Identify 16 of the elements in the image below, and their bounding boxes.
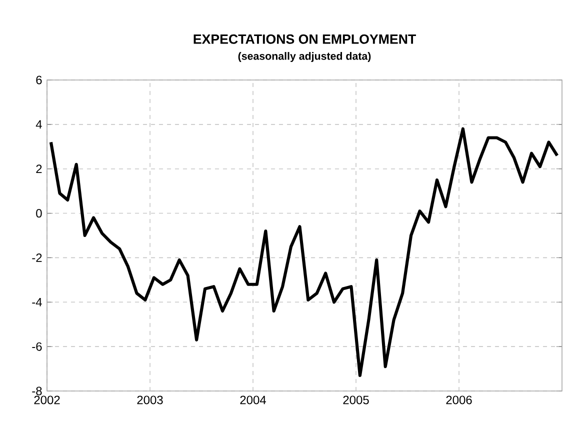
y-tick-label: -2	[32, 254, 42, 262]
x-tick-label: 2006	[446, 396, 472, 404]
x-tick-label: 2003	[137, 396, 163, 404]
x-tick-label: 2002	[34, 396, 60, 404]
y-tick-label: -8	[32, 386, 42, 396]
y-tick-label: -4	[32, 298, 42, 306]
y-tick-label: -6	[32, 342, 42, 351]
y-tick-label: 2	[36, 164, 42, 174]
x-tick-label: 2004	[240, 396, 266, 404]
y-tick-label: 4	[36, 120, 42, 129]
chart-subtitle: (seasonally adjusted data)	[238, 52, 371, 62]
x-tick-label: 2005	[343, 396, 369, 404]
y-tick-label: 0	[36, 209, 42, 218]
y-tick-label: 6	[36, 76, 42, 84]
chart-title: EXPECTATIONS ON EMPLOYMENT	[194, 34, 416, 44]
line-series	[49, 127, 559, 377]
